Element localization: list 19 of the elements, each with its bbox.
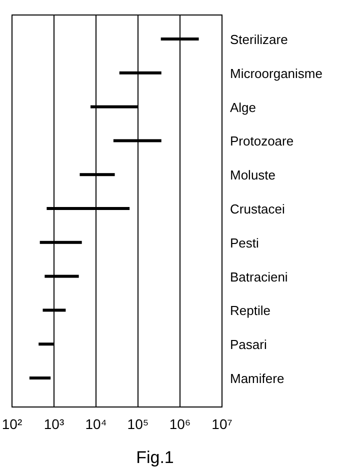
x-tick-label: 10³: [44, 416, 64, 432]
y-tick-label: Microorganisme: [230, 66, 322, 81]
x-tick-label: 10⁴: [85, 416, 107, 432]
y-tick-label: Pasari: [230, 337, 267, 352]
y-tick-label: Batracieni: [230, 269, 288, 284]
y-tick-label: Moluste: [230, 168, 276, 183]
y-tick-label: Crustacei: [230, 202, 286, 216]
y-tick-label: Sterilizare: [230, 32, 288, 47]
y-tick-label: Alge: [230, 100, 256, 115]
bar: [29, 376, 51, 380]
x-tick-label: 10⁵: [127, 416, 149, 432]
y-tick-label: Reptile: [230, 303, 270, 318]
x-tick-label: 10²: [2, 416, 22, 432]
y-tick-label: Mamifere: [230, 371, 284, 386]
y-tick-label: Pesti: [230, 235, 260, 250]
x-tick-label: 10⁷: [212, 416, 232, 432]
text: Fig.1: [136, 448, 174, 467]
x-tick-label: 10⁶: [169, 416, 191, 432]
y-tick-label: Protozoare: [230, 134, 294, 149]
